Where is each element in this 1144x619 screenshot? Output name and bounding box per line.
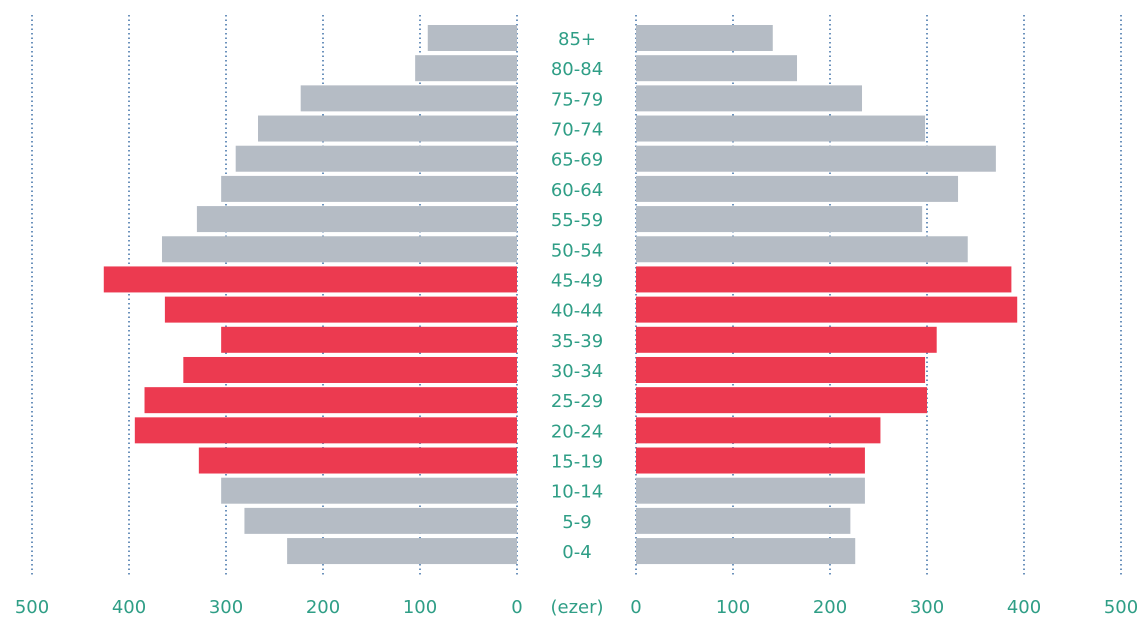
category-label: 75-79 — [551, 89, 603, 110]
category-label: 60-64 — [551, 180, 603, 201]
x-tick-label: 500 — [15, 597, 49, 618]
bar — [221, 175, 517, 202]
category-label: 0-4 — [562, 542, 591, 563]
bar — [636, 417, 881, 444]
bar — [636, 85, 863, 112]
bar — [258, 115, 517, 142]
x-tick-label: 200 — [306, 597, 340, 618]
x-tick-label: 0 — [630, 597, 641, 618]
category-label: 15-19 — [551, 452, 603, 473]
category-label: 35-39 — [551, 331, 603, 352]
category-label: 50-54 — [551, 240, 603, 261]
bar — [144, 387, 517, 414]
bar — [636, 206, 923, 233]
category-label: 5-9 — [562, 512, 591, 533]
x-tick-label: 500 — [1104, 597, 1138, 618]
category-label: 40-44 — [551, 301, 603, 322]
category-label: 45-49 — [551, 270, 603, 291]
bar — [196, 206, 517, 233]
bar — [636, 447, 865, 474]
bar — [244, 507, 517, 534]
bar — [636, 507, 851, 534]
category-label: 65-69 — [551, 150, 603, 171]
x-tick-label: 400 — [1007, 597, 1041, 618]
category-label: 70-74 — [551, 120, 603, 141]
bar — [198, 447, 517, 474]
bar — [636, 326, 937, 353]
bar — [235, 145, 517, 172]
category-label: 20-24 — [551, 421, 603, 442]
x-tick-label: 400 — [112, 597, 146, 618]
category-label: 25-29 — [551, 391, 603, 412]
category-label: 30-34 — [551, 361, 603, 382]
bar — [161, 236, 518, 263]
bar — [427, 25, 517, 51]
category-label: 80-84 — [551, 59, 603, 80]
bar — [183, 356, 517, 383]
x-tick-label: 300 — [910, 597, 944, 618]
bar — [221, 477, 517, 504]
bar — [636, 387, 927, 414]
bar — [636, 266, 1012, 293]
x-tick-label: 100 — [716, 597, 750, 618]
bar — [164, 296, 517, 323]
bar — [636, 356, 926, 383]
bar — [415, 55, 517, 82]
bar — [636, 115, 926, 142]
category-label: 85+ — [558, 29, 596, 50]
bar — [636, 236, 968, 263]
bar — [636, 477, 865, 504]
x-tick-label: 100 — [403, 597, 437, 618]
category-label: 55-59 — [551, 210, 603, 231]
category-label: 10-14 — [551, 482, 603, 503]
bar — [636, 296, 1018, 323]
x-tick-label: 200 — [813, 597, 847, 618]
bar — [636, 25, 773, 51]
unit-label: (ezer) — [550, 597, 603, 618]
bar — [134, 417, 517, 444]
bar — [287, 538, 517, 565]
bar — [636, 175, 959, 202]
bar — [636, 538, 856, 565]
bar — [636, 55, 798, 82]
x-tick-label: 0 — [511, 597, 522, 618]
x-tick-label: 300 — [209, 597, 243, 618]
bar — [636, 145, 996, 172]
bar — [300, 85, 517, 112]
bar — [103, 266, 517, 293]
bar — [221, 326, 517, 353]
